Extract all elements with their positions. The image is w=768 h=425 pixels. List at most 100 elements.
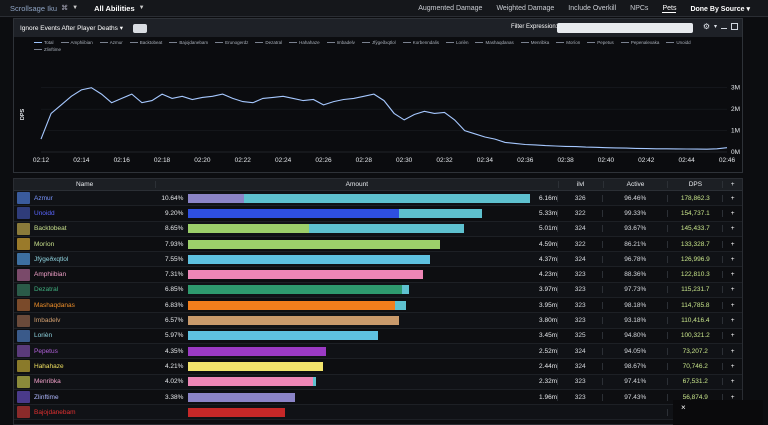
player-name[interactable]: Backtobeat [34,225,67,233]
table-row[interactable]: Azmur 10.64% 6.16m 326 96.46% 178,862.3 + [14,191,742,207]
expand-row-button[interactable]: + [722,255,742,263]
legend-item[interactable]: Jfýgeðxqtlol [361,40,396,45]
legend-item[interactable]: Zlinftime [34,47,61,52]
player-name[interactable]: Hahahaze [34,362,64,370]
tab-augmented-damage[interactable]: Augmented Damage [418,5,483,12]
legend-item[interactable]: Dezatral [255,40,282,45]
filter-expression-input[interactable] [557,23,693,33]
header-amount[interactable]: Amount [155,181,557,188]
expand-row-button[interactable]: + [722,194,742,202]
expand-row-button[interactable]: + [722,362,742,370]
expand-row-button[interactable]: + [722,393,742,401]
legend-swatch [326,42,335,43]
amount-bar [188,361,527,371]
expand-row-button[interactable]: + [722,286,742,294]
header-name[interactable]: Name [75,181,94,188]
player-name[interactable]: Lorièn [34,332,53,340]
legend-item[interactable]: Unoidd [666,40,691,45]
amount-bar [188,377,527,387]
tab-weighted-damage[interactable]: Weighted Damage [496,5,555,12]
legend-item[interactable]: Total [34,40,54,45]
player-name[interactable]: Dezatral [34,286,59,294]
table-row[interactable]: Dezatral 6.85% 3.97m 323 97.73% 115,231.7 + [14,282,742,299]
legend-item[interactable]: Bajojdanebam [169,40,208,45]
amount-bar-primary [188,224,310,234]
legend-item[interactable]: Backtobeat [129,40,162,45]
table-row[interactable]: Mashaqdanas 6.83% 3.95m 323 98.18% 114,785.8 + [14,298,742,314]
player-name[interactable]: Pepetus [34,347,58,355]
chevron-down-icon[interactable]: ▼ [72,5,79,11]
table-row[interactable]: Imbadelv 6.57% 3.80m 323 93.18% 110,416.4 + [14,313,742,329]
expand-row-button[interactable]: + [722,209,742,217]
table-row[interactable]: Unoidd 9.20% 5.33m 322 99.33% 154,737.1 + [14,206,742,222]
player-name[interactable]: Zlinftime [34,393,59,401]
expand-row-button[interactable]: + [722,225,742,233]
player-name[interactable]: Mashaqdanas [34,301,75,309]
legend-label: Total [44,40,54,45]
expand-row-button[interactable]: + [722,240,742,248]
header-add-column[interactable]: + [722,181,742,188]
expand-row-button[interactable]: + [722,332,742,340]
legend-item[interactable]: Lorièn [445,40,468,45]
legend-label: Jfýgeðxqtlol [371,40,396,45]
expand-row-button[interactable]: + [722,317,742,325]
amount-bar-primary [188,361,323,371]
chevron-down-icon[interactable]: ▾ [713,24,717,30]
tab-include-overkill[interactable]: Include Overkill [568,5,617,12]
minimize-icon[interactable] [721,28,727,29]
ignore-events-toggle[interactable] [133,23,147,33]
player-name[interactable]: Amphiibian [34,271,67,279]
legend-item[interactable]: Amphiibian [60,40,93,45]
table-row[interactable]: Zlinftime 3.38% 1.96m 323 97.43% 56,874.9 + [14,390,742,406]
legend-swatch [129,42,138,43]
abilities-dropdown[interactable]: All Abilities [94,3,135,13]
table-row[interactable]: Bajojdanebam51,184.7+ [14,405,742,421]
legend-item[interactable]: Pepenalexaka [620,40,659,45]
header-active[interactable]: Active [602,181,668,188]
expand-row-button[interactable]: + [722,301,742,309]
expand-row-button[interactable]: + [722,271,742,279]
tab-npcs[interactable]: NPCs [630,5,649,12]
player-selector[interactable]: Scrollsage Iku [10,3,58,13]
player-name[interactable]: Azmur [34,194,53,202]
legend-item[interactable]: Imbadelv [326,40,355,45]
maximize-icon[interactable] [731,23,738,30]
gear-icon[interactable]: ⚙ [702,22,710,31]
legend-label: Mashaqdanas [485,40,514,45]
table-row[interactable]: Hahahaze 4.21% 2.44m 324 98.67% 70,746.2 + [14,359,742,375]
legend-item[interactable]: Pepetus [587,40,614,45]
legend-item[interactable]: Azmur [99,40,123,45]
table-row[interactable]: Moríon 7.93% 4.59m 322 86.21% 133,328.7 + [14,237,742,253]
table-row[interactable]: Jfýgeðxqtlol 7.55% 4.37m 324 96.78% 126,996.9… [14,252,742,268]
player-name[interactable]: Bajojdanebam [34,408,76,416]
legend-item[interactable]: Erunogerdz [215,40,248,45]
header-ilvl[interactable]: ilvl [557,181,603,188]
tab-pets[interactable]: Pets [662,4,677,13]
x-tick-label: 02:14 [73,157,90,164]
table-row[interactable]: Pepetus 4.35% 2.52m 324 94.05% 73,207.2 + [14,343,742,360]
header-dps[interactable]: DPS [667,181,722,188]
legend-item[interactable]: Moríon [556,40,580,45]
legend-item[interactable]: Korbenndalis [402,40,439,45]
expand-row-button[interactable]: + [722,378,742,386]
ignore-events-dropdown[interactable]: Ignore Events After Player Deaths ▾ [20,25,123,32]
expand-row-button[interactable]: + [722,347,742,355]
legend-item[interactable]: Mashaqdanas [475,40,514,45]
amount-value: 4.23m [539,271,558,279]
table-row[interactable]: Backtobeat 8.65% 5.01m 324 93.67% 145,433.7 + [14,221,742,237]
spec-icon [17,238,30,251]
legend-item[interactable]: Menribka [520,40,549,45]
legend-label: Azmur [109,40,123,45]
player-name[interactable]: Jfýgeðxqtlol [34,255,69,263]
table-row[interactable]: Lorièn 5.97% 3.45m 325 94.80% 100,321.2 + [14,329,742,344]
player-name[interactable]: Imbadelv [34,317,61,325]
player-name[interactable]: Menribka [34,378,61,386]
player-name[interactable]: Moríon [34,240,55,248]
player-name[interactable]: Unoidd [34,209,55,217]
done-by-dropdown[interactable]: Done By Source ▾ [690,5,750,13]
close-icon[interactable]: × [673,400,763,425]
chevron-down-icon[interactable]: ▼ [138,5,145,11]
table-row[interactable]: Menribka 4.02% 2.32m 323 97.41% 67,531.2 + [14,374,742,390]
legend-item[interactable]: Hahahaze [289,40,320,45]
table-row[interactable]: Amphiibian 7.31% 4.23m 323 88.36% 122,810.3 + [14,267,742,283]
